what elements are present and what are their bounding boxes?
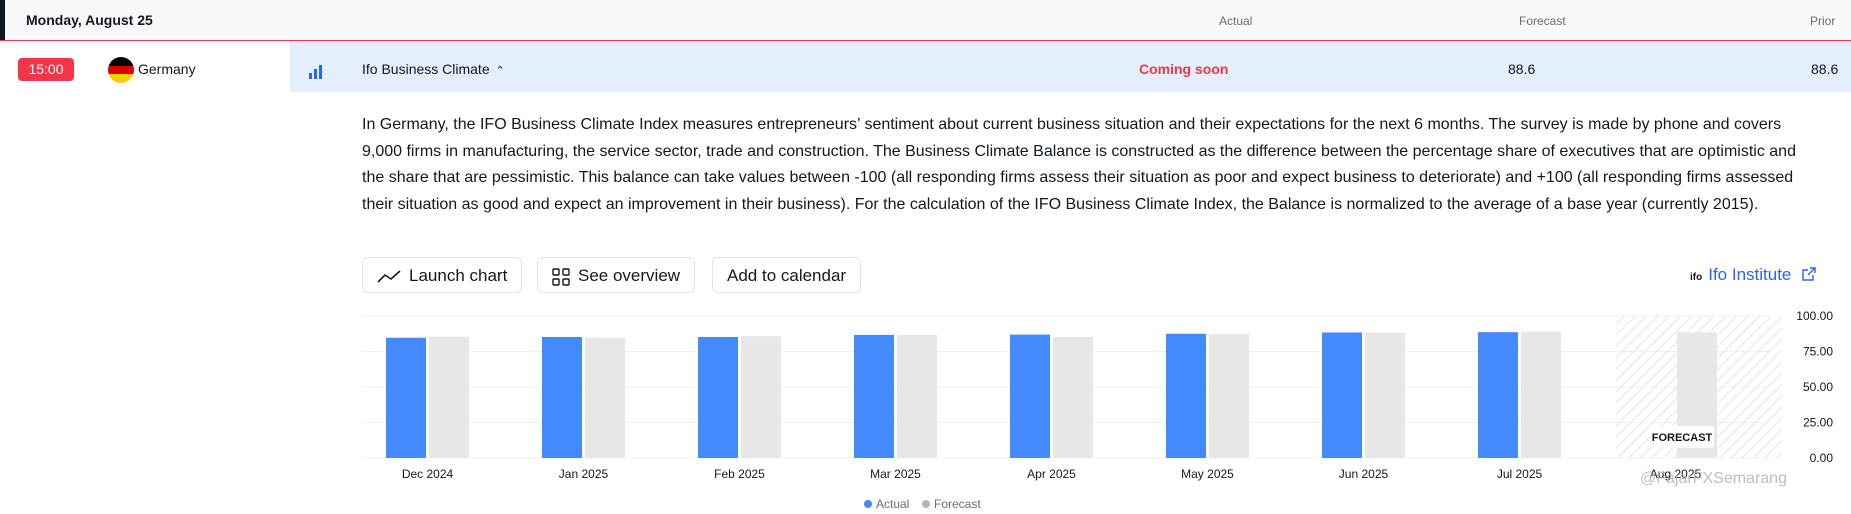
see-overview-button[interactable]: See overview — [537, 257, 696, 293]
event-title[interactable]: Ifo Business Climate ⌃ — [362, 61, 505, 77]
source-link[interactable]: ifo Ifo Institute — [1690, 265, 1816, 285]
column-actual: Actual — [1219, 14, 1253, 28]
x-tick-label: Dec 2024 — [402, 467, 454, 481]
header-accent-bar — [0, 0, 5, 40]
bar-forecast[interactable] — [1053, 337, 1093, 458]
bar-forecast[interactable] — [1365, 332, 1405, 458]
y-axis-labels: 100.00 75.00 50.00 25.00 0.00 — [1796, 310, 1833, 465]
chart-bars — [386, 331, 1717, 458]
bar-forecast[interactable] — [741, 336, 781, 458]
legend-actual: Actual — [876, 497, 909, 511]
bar-actual[interactable] — [1478, 332, 1518, 458]
launch-chart-label: Launch chart — [409, 266, 508, 285]
grid-icon — [552, 267, 570, 286]
y-tick-label: 100.00 — [1796, 310, 1833, 323]
bar-forecast[interactable] — [1521, 331, 1561, 458]
legend-forecast: Forecast — [934, 497, 981, 511]
x-tick-label: Jul 2025 — [1497, 467, 1543, 481]
prior-value: 88.6 — [1811, 61, 1839, 77]
external-link-icon — [1802, 267, 1816, 281]
forecast-tag: FORECAST — [1650, 426, 1714, 448]
column-prior: Prior — [1810, 14, 1836, 28]
importance-icon — [309, 65, 323, 79]
x-tick-label: Feb 2025 — [714, 467, 765, 481]
see-overview-label: See overview — [578, 266, 681, 285]
forecast-value: 88.6 — [1508, 61, 1536, 77]
y-tick-label: 50.00 — [1803, 380, 1833, 394]
event-title-text: Ifo Business Climate — [362, 61, 490, 77]
column-forecast: Forecast — [1519, 14, 1566, 28]
x-tick-label: Jun 2025 — [1339, 467, 1389, 481]
event-highlight — [290, 41, 1851, 92]
ifo-logo-icon: ifo — [1690, 272, 1703, 283]
launch-chart-button[interactable]: Launch chart — [362, 257, 523, 293]
time-badge: 15:00 — [18, 58, 74, 81]
add-to-calendar-button[interactable]: Add to calendar — [712, 257, 862, 293]
ifo-chart: Dec 2024 Jan 2025 Feb 2025 Mar 2025 Apr 2025… — [362, 310, 1833, 511]
event-row[interactable]: 15:00 Germany Ifo Business Climate ⌃ Comi… — [0, 41, 1851, 92]
event-description: In Germany, the IFO Business Climate Ind… — [362, 116, 1796, 213]
bar-forecast[interactable] — [585, 337, 625, 458]
bar-forecast[interactable] — [429, 336, 469, 458]
x-tick-label: Mar 2025 — [870, 467, 921, 481]
bar-actual[interactable] — [1010, 334, 1050, 458]
germany-flag-icon — [108, 57, 134, 83]
legend-actual-swatch — [864, 500, 872, 508]
source-label: Ifo Institute — [1708, 265, 1792, 284]
chevron-up-icon[interactable]: ⌃ — [495, 65, 505, 77]
bar-actual[interactable] — [698, 337, 738, 458]
bar-actual[interactable] — [542, 337, 582, 458]
date-label: Monday, August 25 — [26, 12, 153, 28]
bar-actual[interactable] — [1322, 332, 1362, 458]
forecast-tag-label: FORECAST — [1652, 432, 1713, 444]
actual-value: Coming soon — [1139, 61, 1229, 77]
add-to-calendar-label: Add to calendar — [727, 266, 847, 285]
chart-legend: Actual Forecast — [864, 497, 981, 511]
x-tick-label: Aug 2025 — [1650, 467, 1702, 481]
bar-forecast[interactable] — [1209, 333, 1249, 458]
bar-actual[interactable] — [386, 337, 426, 458]
country-label: Germany — [138, 61, 196, 77]
date-header: Monday, August 25 Actual Forecast Prior — [0, 0, 1851, 41]
x-tick-label: Jan 2025 — [559, 467, 609, 481]
legend-forecast-swatch — [922, 500, 930, 508]
y-tick-label: 0.00 — [1810, 451, 1834, 465]
x-tick-label: May 2025 — [1181, 467, 1234, 481]
x-tick-label: Apr 2025 — [1027, 467, 1076, 481]
watermark: @FajarFXSemarang — [1640, 470, 1787, 487]
bar-forecast[interactable] — [897, 334, 937, 458]
chart-line-icon — [377, 269, 401, 283]
y-tick-label: 75.00 — [1803, 345, 1833, 359]
x-axis-labels: Dec 2024 Jan 2025 Feb 2025 Mar 2025 Apr 2025… — [402, 467, 1702, 481]
y-tick-label: 25.00 — [1803, 416, 1833, 430]
bar-actual[interactable] — [854, 334, 894, 458]
bar-actual[interactable] — [1166, 333, 1206, 458]
